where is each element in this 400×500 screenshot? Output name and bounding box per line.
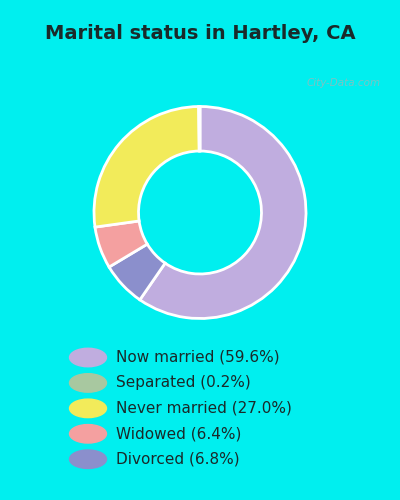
- Text: Divorced (6.8%): Divorced (6.8%): [116, 452, 240, 466]
- Text: Marital status in Hartley, CA: Marital status in Hartley, CA: [45, 24, 355, 43]
- Text: Never married (27.0%): Never married (27.0%): [116, 401, 292, 416]
- Wedge shape: [140, 106, 306, 318]
- Wedge shape: [199, 106, 200, 151]
- Text: City-Data.com: City-Data.com: [306, 78, 380, 88]
- Circle shape: [70, 450, 106, 468]
- Wedge shape: [94, 106, 199, 227]
- Text: Now married (59.6%): Now married (59.6%): [116, 350, 280, 365]
- Circle shape: [70, 424, 106, 443]
- Circle shape: [70, 348, 106, 366]
- Wedge shape: [109, 244, 165, 300]
- Wedge shape: [95, 221, 147, 267]
- Circle shape: [70, 399, 106, 417]
- Text: Separated (0.2%): Separated (0.2%): [116, 376, 251, 390]
- Text: Widowed (6.4%): Widowed (6.4%): [116, 426, 241, 442]
- Circle shape: [70, 374, 106, 392]
